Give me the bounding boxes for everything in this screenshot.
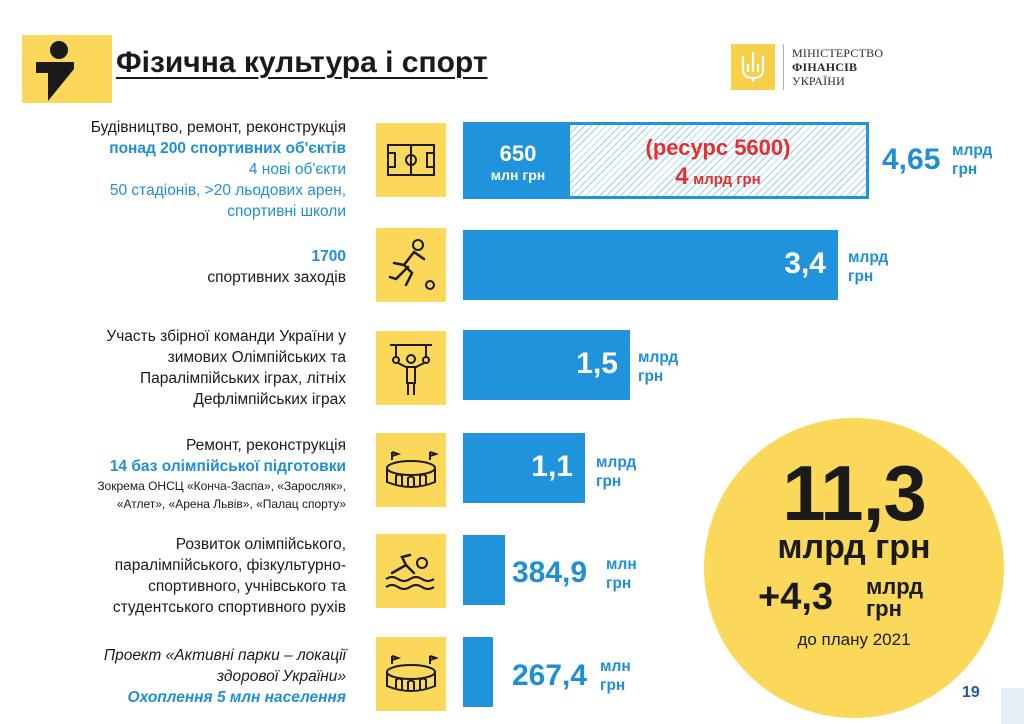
gymnast-rings-icon <box>376 331 446 405</box>
total-value: 11,3 <box>782 449 927 537</box>
row3-unit: млрд грн <box>638 348 678 386</box>
bar-construction: 650 млн грн (ресурс 5600) 4 млрд грн <box>463 122 869 199</box>
resource-value: 4 <box>675 163 689 190</box>
resource-text: (ресурс 5600) <box>645 135 791 160</box>
row4-label: Ремонт, реконструкція 14 баз олімпійсько… <box>97 435 346 513</box>
row6-label-line3: Охоплення 5 млн населення <box>127 689 346 706</box>
bar-active-parks <box>463 637 493 707</box>
row4-unit: млрд грн <box>596 453 636 491</box>
row1-unit-line1: млрд <box>952 142 993 159</box>
row5-unit-line2: грн <box>606 575 632 592</box>
brand-logo <box>22 35 112 103</box>
row3-label-line4: Дефлімпійських іграх <box>193 391 346 408</box>
bar-olympic-bases: 1,1 <box>463 433 585 503</box>
increase-unit-line1: млрд <box>866 574 924 599</box>
total-increase-unit: млрд грн <box>866 576 923 620</box>
row1-label-line3: 4 нові об'єкти <box>248 161 346 178</box>
logo-divider <box>783 44 784 90</box>
row3-label-line1: Участь збірної команди України у <box>106 328 346 345</box>
row3-label: Участь збірної команди України у зимових… <box>106 326 346 410</box>
swimmer-icon <box>376 534 446 608</box>
stadium-icon <box>376 433 446 507</box>
row1-label: Будівництво, ремонт, реконструкція понад… <box>91 117 346 222</box>
row5-unit: млн грн <box>606 555 637 593</box>
ministry-logo: МІНІСТЕРСТВО ФІНАНСІВ УКРАЇНИ <box>731 42 883 92</box>
row6-value: 267,4 <box>512 659 588 692</box>
row4-label-line4: «Атлет», «Арена Львів», «Палац спорту» <box>116 497 346 511</box>
row2-label: 1700 спортивних заходів <box>207 246 346 288</box>
row4-unit-line2: грн <box>596 473 622 490</box>
row6-unit-line1: млн <box>600 658 631 675</box>
row1-unit-line2: грн <box>952 161 978 178</box>
bar-olympic-bases-value: 1,1 <box>531 450 573 483</box>
row6-label: Проект «Активні парки – локації здорової… <box>104 645 346 708</box>
row4-unit-line1: млрд <box>596 454 637 471</box>
row5-label-line4: студентського спортивного рухів <box>112 599 346 616</box>
total-unit: млрд грн <box>777 528 931 566</box>
ministry-name: МІНІСТЕРСТВО ФІНАНСІВ УКРАЇНИ <box>792 46 883 88</box>
row2-unit: млрд грн <box>848 248 888 286</box>
bar-construction-resource: (ресурс 5600) 4 млрд грн <box>570 125 866 196</box>
bar-sport-events-value: 3,4 <box>784 247 826 280</box>
resource-unit: млрд грн <box>693 171 761 188</box>
bar-olympic-participation-value: 1,5 <box>576 347 618 380</box>
row1-total-value: 4,65 <box>882 143 941 176</box>
row3-unit-line2: грн <box>638 368 664 385</box>
row5-value: 384,9 <box>512 556 588 589</box>
total-increase: +4,3 <box>758 576 834 618</box>
page-title: Фізична культура і спорт <box>116 46 488 79</box>
row1-label-line4: 50 стадіонів, >20 льодових арен, <box>109 182 346 199</box>
row5-label-line1: Розвиток олімпійського, <box>175 536 346 553</box>
row6-unit-line2: грн <box>600 677 626 694</box>
total-circle: 11,3 млрд грн +4,3 млрд грн до плану 202… <box>704 418 1004 718</box>
trident-emblem-icon <box>731 44 775 90</box>
row1-label-line2: понад 200 спортивних об'єктів <box>109 140 346 157</box>
row4-label-line2: 14 баз олімпійської підготовки <box>109 458 346 475</box>
row2-label-line2: спортивних заходів <box>207 269 346 286</box>
ministry-line1: МІНІСТЕРСТВО <box>792 46 884 60</box>
row2-unit-line1: млрд <box>848 249 889 266</box>
corner-accent <box>1001 688 1024 724</box>
football-player-icon <box>376 228 446 302</box>
ministry-line2: ФІНАНСІВ <box>792 60 858 74</box>
row1-total-unit: млрд грн <box>952 141 992 179</box>
page-number: 19 <box>962 684 980 701</box>
resource-amount: 4 млрд грн <box>570 163 866 191</box>
row5-label: Розвиток олімпійського, паралімпійського… <box>113 534 346 618</box>
row2-label-line1: 1700 <box>311 248 346 265</box>
row3-label-line3: Паралімпійських іграх, літніх <box>139 370 346 387</box>
row1-label-line1: Будівництво, ремонт, реконструкція <box>90 119 346 136</box>
bar-construction-solid-unit: млн грн <box>490 167 546 183</box>
logo-mark-icon <box>36 41 74 101</box>
row6-label-line2: здорової України» <box>216 668 346 685</box>
row6-unit: млн грн <box>600 657 631 695</box>
row6-label-line1: Проект «Активні парки – локації <box>103 647 346 664</box>
row3-label-line2: зимових Олімпійських та <box>167 349 346 366</box>
row5-label-line2: паралімпійського, фізкультурно- <box>114 557 346 574</box>
football-field-icon <box>376 123 446 197</box>
total-note: до плану 2021 <box>797 630 911 649</box>
ministry-line3: УКРАЇНИ <box>792 74 846 88</box>
row4-label-line3: Зокрема ОНСЦ «Конча-Заспа», «Заросляк», <box>97 479 346 493</box>
bar-olympic-movement <box>463 535 505 605</box>
row1-label-line5: спортивні школи <box>227 203 346 220</box>
bar-sport-events: 3,4 <box>463 230 838 300</box>
stadium-icon <box>376 637 446 711</box>
row3-unit-line1: млрд <box>638 349 679 366</box>
bar-olympic-participation: 1,5 <box>463 330 630 400</box>
row2-unit-line2: грн <box>848 268 874 285</box>
increase-unit-line2: грн <box>866 596 902 621</box>
bar-construction-solid-value: 650 <box>499 141 537 166</box>
bar-construction-solid: 650 млн грн <box>466 125 570 196</box>
row4-label-line1: Ремонт, реконструкція <box>185 437 346 454</box>
row5-label-line3: спортивного, учнівського та <box>148 578 346 595</box>
row5-unit-line1: млн <box>606 556 637 573</box>
